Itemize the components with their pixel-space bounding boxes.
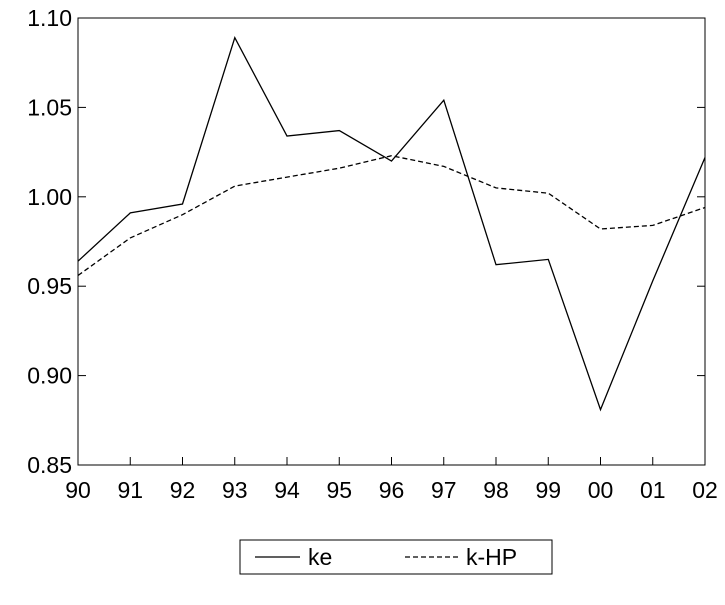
x-tick-label: 96 xyxy=(379,477,405,503)
x-tick-label: 98 xyxy=(483,477,509,503)
x-tick-label: 97 xyxy=(431,477,457,503)
series-line-ke xyxy=(77,36,706,412)
legend-label-k-hp: k-HP xyxy=(466,544,517,570)
x-tick-label: 93 xyxy=(222,477,248,503)
x-tick-label: 95 xyxy=(326,477,352,503)
x-tick-label: 99 xyxy=(535,477,561,503)
legend-label-ke: ke xyxy=(308,544,332,570)
x-tick-label: 94 xyxy=(274,477,300,503)
x-tick-label: 90 xyxy=(65,477,91,503)
y-tick-label: 1.05 xyxy=(27,94,72,120)
y-tick-label: 0.95 xyxy=(27,273,72,299)
x-tick-label: 00 xyxy=(588,477,614,503)
x-tick-label: 02 xyxy=(692,477,718,503)
y-tick-label: 0.90 xyxy=(27,363,72,389)
x-tick-label: 01 xyxy=(640,477,666,503)
x-tick-label: 92 xyxy=(170,477,196,503)
y-tick-label: 0.85 xyxy=(27,452,72,478)
series-line-k-hp xyxy=(77,155,706,277)
x-tick-label: 91 xyxy=(117,477,143,503)
plot-area-frame xyxy=(77,17,706,466)
y-tick-label: 1.00 xyxy=(27,184,72,210)
y-tick-label: 1.10 xyxy=(27,5,72,31)
